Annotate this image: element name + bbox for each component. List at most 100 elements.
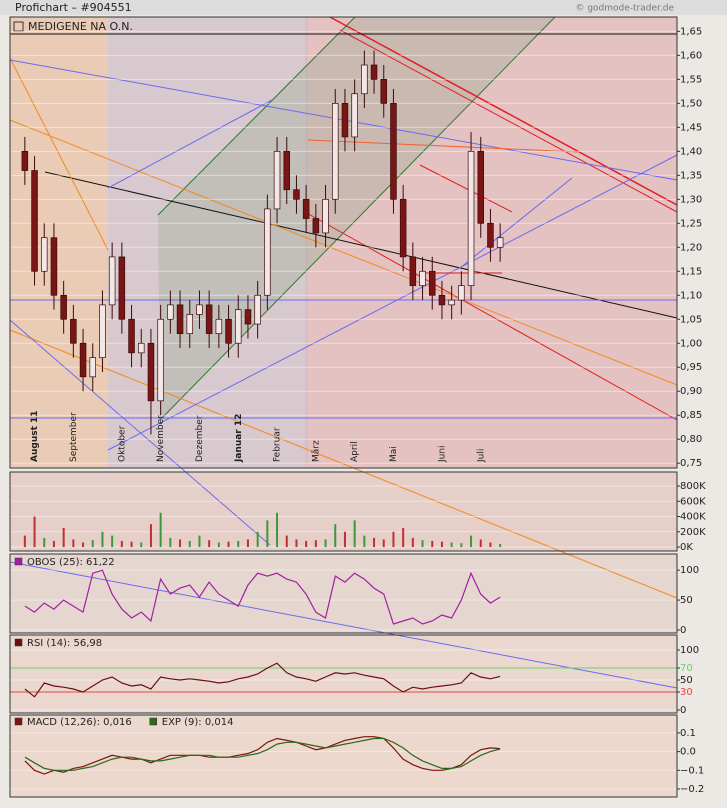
x-tick-label: Februar bbox=[273, 427, 283, 462]
trend-line bbox=[9, 119, 678, 386]
volume-bar bbox=[111, 535, 114, 548]
y-tick-label: 1,10 bbox=[680, 290, 702, 301]
y-tick-label: 1,65 bbox=[680, 26, 702, 37]
y-tick-label: 50 bbox=[680, 595, 693, 606]
y-tick-label: 0,90 bbox=[680, 386, 702, 397]
zone bbox=[10, 17, 108, 468]
candle-body bbox=[225, 318, 232, 344]
volume-bar bbox=[52, 540, 55, 548]
trend-line bbox=[9, 561, 678, 689]
volume-bar bbox=[460, 543, 463, 548]
volume-bar bbox=[33, 516, 36, 548]
candle-body bbox=[137, 342, 145, 354]
candle-body bbox=[234, 309, 242, 344]
candle-body bbox=[399, 198, 407, 258]
trend-line bbox=[44, 171, 678, 319]
candle-body bbox=[70, 318, 77, 344]
y-tick-label: 0,85 bbox=[680, 410, 702, 421]
indicator-line bbox=[24, 737, 501, 771]
volume-bar bbox=[382, 539, 385, 548]
volume-bar bbox=[421, 540, 424, 548]
candle-body bbox=[477, 150, 485, 224]
y-tick-label: 1,15 bbox=[680, 266, 702, 277]
candle-body bbox=[60, 294, 67, 320]
candle-body bbox=[118, 256, 126, 320]
candle-body bbox=[157, 318, 164, 402]
volume-bar bbox=[169, 537, 172, 548]
y-tick-label: −0.1 bbox=[680, 765, 704, 776]
volume-bar bbox=[179, 539, 182, 548]
x-tick-label: Januar 12 bbox=[234, 414, 244, 463]
legend-swatch bbox=[14, 557, 23, 566]
y-tick-label: 100 bbox=[680, 565, 699, 576]
candle-body bbox=[99, 304, 106, 358]
x-tick-label: April bbox=[350, 441, 360, 462]
y-tick-label: 1,45 bbox=[680, 122, 702, 133]
y-tick-label: 0,80 bbox=[680, 434, 702, 445]
panel-backgrounds bbox=[10, 17, 677, 797]
y-tick-label: 0.1 bbox=[680, 728, 696, 739]
candle-body bbox=[448, 299, 455, 306]
candle-body bbox=[273, 150, 281, 210]
trend-line bbox=[329, 16, 678, 206]
candle-body bbox=[370, 64, 378, 80]
x-tick-label: Dezember bbox=[195, 415, 205, 462]
zone bbox=[108, 17, 308, 468]
y-tick-label: 50 bbox=[680, 675, 693, 686]
x-tick-label: August 11 bbox=[30, 410, 40, 462]
y-tick-label: 600K bbox=[680, 496, 706, 507]
candle-body bbox=[40, 237, 48, 272]
trend-line bbox=[9, 329, 678, 599]
candle-body bbox=[31, 170, 38, 272]
volume-bar bbox=[188, 540, 191, 548]
x-tick-label: Juni bbox=[437, 445, 447, 463]
volume-bar bbox=[489, 542, 492, 548]
legend-square bbox=[13, 21, 24, 32]
volume-bar bbox=[450, 542, 453, 548]
candle-body bbox=[89, 357, 97, 378]
x-tick-label: Oktober bbox=[117, 425, 127, 462]
y-tick-label: 1,55 bbox=[680, 74, 702, 85]
panel-title: MEDIGENE NA O.N. bbox=[28, 20, 133, 33]
volume-bar bbox=[285, 535, 288, 548]
candle-body bbox=[496, 237, 504, 248]
panel-frame bbox=[9, 16, 678, 469]
header-title: Profichart – #904551 bbox=[15, 1, 132, 14]
candle-body bbox=[186, 314, 194, 335]
trend-line bbox=[419, 164, 513, 213]
volume-bar bbox=[208, 540, 211, 548]
volume-bar bbox=[392, 531, 395, 548]
y-tick-label: 800K bbox=[680, 481, 706, 492]
y-tick-label: 1,30 bbox=[680, 194, 702, 205]
candle-body bbox=[351, 93, 358, 138]
trend-line bbox=[159, 16, 556, 421]
volume-bar bbox=[373, 537, 376, 548]
volume-bar bbox=[130, 541, 133, 548]
candle-body bbox=[390, 103, 397, 200]
candle-body bbox=[302, 198, 310, 219]
panel-bg bbox=[10, 715, 677, 797]
y-tick-label: 70 bbox=[680, 663, 693, 674]
candle-body bbox=[244, 309, 252, 325]
trend-line bbox=[307, 139, 581, 153]
volume-bar bbox=[440, 541, 443, 548]
panel-bg bbox=[10, 17, 677, 468]
volume-bar bbox=[363, 535, 366, 548]
volume-bar bbox=[470, 535, 473, 548]
panel-frame bbox=[9, 714, 678, 798]
trend-line bbox=[459, 177, 573, 269]
volume-bar bbox=[402, 527, 405, 548]
x-tick-label: September bbox=[69, 412, 79, 462]
volume-bar bbox=[120, 540, 123, 548]
volume-bar bbox=[140, 542, 143, 548]
candle-body bbox=[283, 150, 291, 191]
volume-bar bbox=[353, 520, 356, 548]
indicator-line bbox=[24, 736, 501, 775]
volume-bar bbox=[276, 512, 279, 548]
volume-bar bbox=[62, 527, 65, 548]
volume-bar bbox=[334, 524, 337, 548]
candle-body bbox=[254, 294, 261, 325]
candle-body bbox=[50, 237, 58, 296]
